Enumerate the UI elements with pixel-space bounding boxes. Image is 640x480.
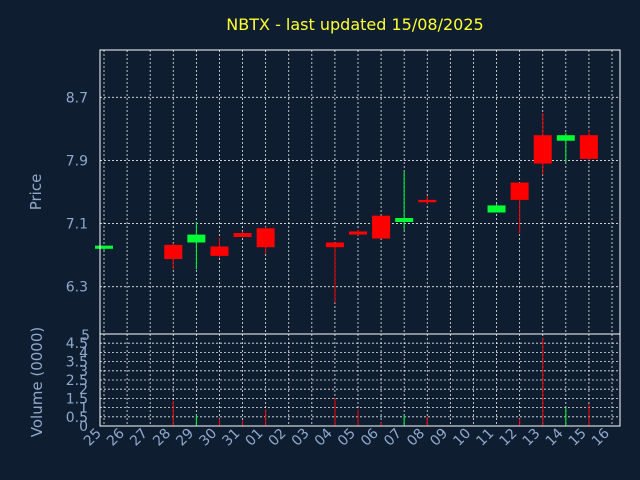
candle-body <box>210 246 229 256</box>
candle-body <box>556 135 575 141</box>
volume-layer <box>172 337 590 426</box>
chart-title: NBTX - last updated 15/08/2025 <box>226 15 483 34</box>
x-tick-label: 04 <box>312 425 336 449</box>
volume-tick-label: 4 <box>79 345 88 361</box>
volume-tick-label: 0 <box>79 419 88 435</box>
volume-tick-label: 1 <box>79 401 88 417</box>
x-tick-label: 11 <box>473 426 497 450</box>
candle-body <box>533 135 552 164</box>
price-tick-label: 6.3 <box>66 280 88 296</box>
x-tick-label: 14 <box>543 425 567 449</box>
x-tick-label: 09 <box>427 426 451 450</box>
candle-body <box>510 182 529 200</box>
x-tick-label: 08 <box>404 426 428 450</box>
price-panel-frame <box>99 49 621 335</box>
x-tick-label: 03 <box>289 426 313 450</box>
candle-body <box>187 234 206 243</box>
x-tick-label: 02 <box>266 426 290 450</box>
volume-tick-label: 4.5 <box>66 336 88 352</box>
candle-body <box>233 233 252 237</box>
x-tick-label: 29 <box>173 426 197 450</box>
price-axis-label: Price <box>27 174 45 211</box>
x-tick-label: 12 <box>497 426 521 450</box>
candle-body <box>164 244 183 260</box>
x-axis-label: Day <box>334 460 362 476</box>
candle-body <box>579 135 598 159</box>
price-tick-label: 7.9 <box>66 153 88 169</box>
volume-axis-label: Volume (0000) <box>28 327 46 437</box>
x-tick-label: 07 <box>381 426 405 450</box>
candle-body <box>487 205 506 213</box>
volume-tick-label: 2.5 <box>66 373 88 389</box>
candle-body <box>418 199 437 203</box>
price-tick-label: 8.7 <box>66 90 88 106</box>
volume-tick-label: 3.5 <box>66 355 88 371</box>
x-tick-label: 31 <box>219 426 243 450</box>
x-tick-label: 15 <box>566 426 590 450</box>
x-tick-label: 06 <box>358 425 382 449</box>
x-tick-label: 30 <box>196 426 220 450</box>
grid-layer <box>100 50 620 427</box>
tick-layer: 25 26 27 28 29 30 31 01 02 03 04 05 06 07 08 09 10 11 12 13… <box>66 90 613 449</box>
volume-tick-label: 1.5 <box>66 391 88 407</box>
candle-layer <box>95 113 598 303</box>
candle-body <box>395 218 414 222</box>
volume-top-tick-label: 5 <box>81 328 90 344</box>
x-tick-label: 16 <box>589 425 613 449</box>
candle-body <box>95 245 113 249</box>
volume-tick-label: 3 <box>79 364 88 380</box>
candle-body <box>372 215 391 239</box>
volume-panel-frame <box>99 333 621 427</box>
x-tick-label: 01 <box>243 426 267 450</box>
candle-body <box>325 242 344 248</box>
x-tick-label: 27 <box>127 426 151 450</box>
x-tick-label: 05 <box>335 426 359 450</box>
x-tick-label: 10 <box>450 426 474 450</box>
volume-tick-label: 0.5 <box>66 410 88 426</box>
volume-tick-label: 2 <box>79 382 88 398</box>
candle-body <box>349 231 367 235</box>
price-tick-label: 7.1 <box>66 217 88 233</box>
x-tick-label: 13 <box>520 426 544 450</box>
candle-body <box>256 228 275 248</box>
x-tick-label: 26 <box>104 425 128 449</box>
x-tick-label: 28 <box>150 426 174 450</box>
